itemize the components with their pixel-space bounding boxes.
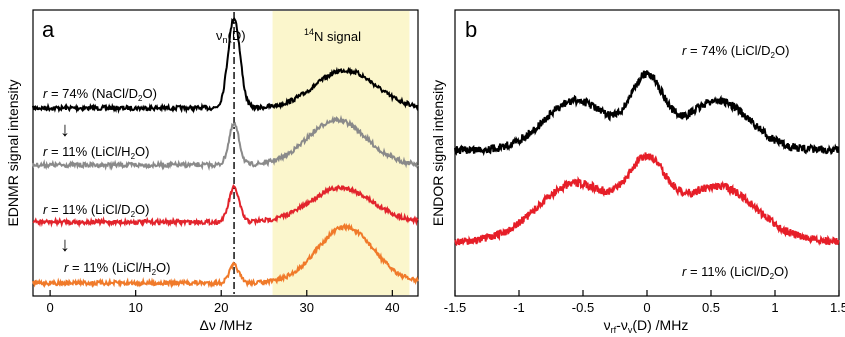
panel-a-y-axis-title: EDNMR signal intensity: [5, 79, 21, 226]
x-tick-label: 20: [214, 300, 228, 315]
panel-a: 0 10 20 30 40 a νn(D) 14N signal r = 74% (Na…: [5, 9, 419, 333]
x-axis-minus-nu: -ν: [616, 317, 628, 333]
panel-b-trace-label-2: r = 11% (LiCl/D2O): [682, 264, 788, 281]
trace-label-r: r: [682, 264, 687, 279]
panel-b-ticks: -1.5 -1 -0.5 0 0.5 1 1.5: [444, 290, 845, 315]
band-label-text: N signal: [314, 29, 361, 44]
panel-a-highlight-band: [272, 11, 410, 295]
panel-a-trace-label-3: r = 11% (LiCl/D2O): [43, 202, 149, 219]
trace-label-sub: 2: [770, 272, 775, 281]
x-tick-label: -0.5: [572, 300, 594, 315]
x-tick-label: 1: [771, 300, 778, 315]
trace-label-sub: 2: [138, 94, 143, 103]
series-line: [454, 152, 840, 247]
x-axis-tail: (D) /MHz: [632, 317, 688, 333]
panel-b-trace-label-1: r = 74% (LiCl/D2O): [682, 43, 789, 60]
x-tick-label: -1.5: [444, 300, 466, 315]
x-tick-label: 40: [385, 300, 399, 315]
x-axis-unit: /MHz: [216, 317, 253, 333]
panel-b: -1.5 -1 -0.5 0 0.5 1 1.5 b r = 74% (LiCl/D2O) …: [430, 9, 845, 335]
trace-label-r: r: [43, 86, 48, 101]
series-line: [454, 69, 840, 157]
x-tick-label: 1.5: [830, 300, 845, 315]
panel-a-label: a: [42, 17, 55, 42]
panel-b-traces: [454, 69, 840, 247]
panel-a-reference-label: νn(D): [216, 28, 246, 45]
arrow-down-icon: ↓: [60, 234, 70, 256]
trace-label-post: O): [135, 144, 149, 159]
trace-label-pre: = 11% (LiCl/D: [686, 264, 769, 279]
trace-label-r: r: [682, 43, 687, 58]
series-line: [32, 222, 419, 289]
panel-a-trace-label-2: r = 11% (LiCl/H2O): [43, 144, 149, 161]
x-tick-label: 0: [46, 300, 53, 315]
trace-label-pre: = 74% (LiCl/D: [686, 43, 770, 58]
trace-label-pre: = 74% (NaCl/D: [47, 86, 138, 101]
trace-label-pre: = 11% (LiCl/H: [47, 144, 130, 159]
trace-label-post: O): [156, 260, 170, 275]
trace-label-r: r: [43, 144, 48, 159]
x-axis-rf-sub: rf: [611, 325, 617, 335]
panel-a-x-axis-title: Δν /MHz: [200, 317, 253, 333]
panel-a-traces: [32, 16, 419, 289]
band-label-sup: 14: [304, 27, 314, 37]
panel-a-band-label: 14N signal: [304, 27, 361, 44]
panel-a-ticks: 0 10 20 30 40: [46, 290, 400, 315]
trace-label-pre: = 11% (LiCl/D: [47, 202, 130, 217]
trace-label-sub: 2: [131, 152, 136, 161]
series-line: [32, 114, 419, 172]
ref-tail: (D): [228, 28, 246, 43]
trace-label-pre: = 11% (LiCl/H: [68, 260, 151, 275]
x-tick-label: -1: [513, 300, 525, 315]
x-axis-symbol: Δν: [200, 317, 216, 333]
ref-sub: n: [223, 35, 228, 45]
panel-b-y-axis-title: ENDOR signal intensity: [430, 80, 446, 226]
panel-b-x-axis-title: νrf-νv(D) /MHz: [604, 317, 689, 335]
series-line: [32, 183, 419, 228]
x-axis-v-sub: v: [628, 325, 633, 335]
x-tick-label: 0: [643, 300, 650, 315]
trace-label-sub: 2: [152, 268, 157, 277]
trace-label-sub: 2: [771, 51, 776, 60]
x-tick-label: 10: [128, 300, 142, 315]
trace-label-r: r: [43, 202, 48, 217]
trace-label-sub: 2: [131, 210, 136, 219]
x-axis-nu: ν: [604, 317, 611, 333]
panel-a-trace-label-4: r = 11% (LiCl/H2O): [64, 260, 170, 277]
panel-b-label: b: [465, 17, 477, 42]
panel-a-trace-label-1: r = 74% (NaCl/D2O): [43, 86, 157, 103]
arrow-down-icon: ↓: [60, 119, 70, 141]
series-line: [32, 16, 419, 114]
panel-a-frame: [32, 9, 419, 297]
x-tick-label: 0.5: [702, 300, 720, 315]
trace-label-post: O): [774, 264, 788, 279]
trace-label-post: O): [775, 43, 789, 58]
trace-label-post: O): [135, 202, 149, 217]
trace-label-r: r: [64, 260, 69, 275]
ref-symbol: ν: [216, 28, 223, 43]
x-tick-label: 30: [300, 300, 314, 315]
trace-label-post: O): [142, 86, 156, 101]
